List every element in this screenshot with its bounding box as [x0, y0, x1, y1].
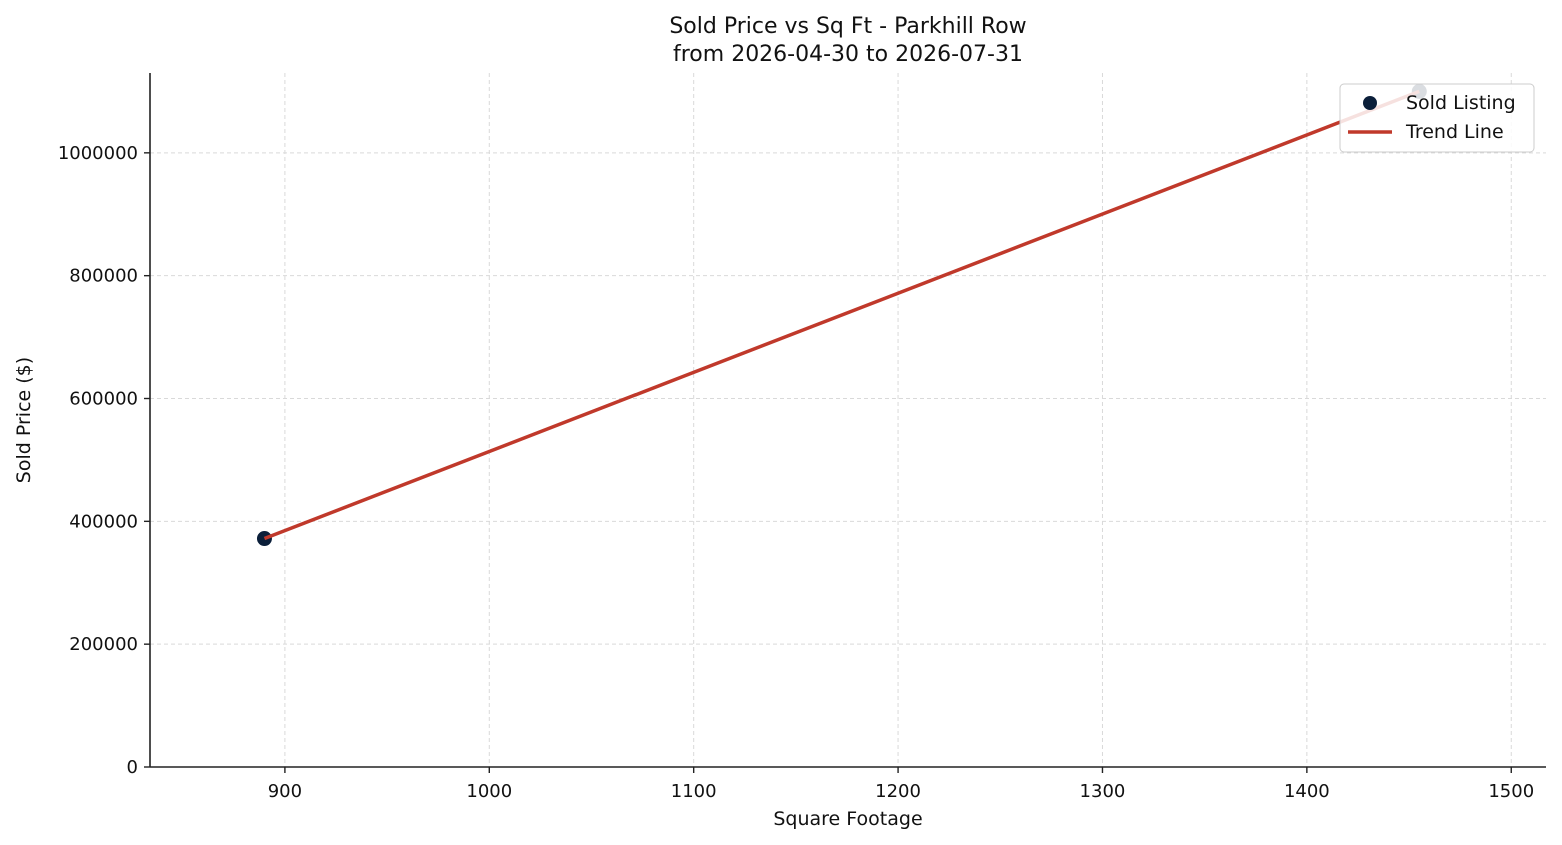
x-tick-label: 900 [268, 781, 302, 802]
y-tick-label: 1000000 [58, 143, 138, 164]
axes [149, 73, 1546, 768]
y-ticks: 0 200000 400000 600000 800000 1000000 [58, 143, 150, 778]
x-tick-label: 1100 [671, 781, 717, 802]
chart-subtitle: from 2026-04-30 to 2026-07-31 [673, 42, 1023, 67]
x-tick-label: 1500 [1488, 781, 1534, 802]
x-tick-label: 1000 [466, 781, 512, 802]
x-tick-label: 1200 [875, 781, 921, 802]
legend: Sold Listing Trend Line [1339, 83, 1535, 153]
legend-box [1339, 83, 1535, 153]
x-tick-label: 1400 [1284, 781, 1330, 802]
legend-marker-sold-listing [1363, 96, 1377, 110]
legend-label-sold-listing: Sold Listing [1406, 92, 1516, 114]
y-tick-label: 200000 [69, 634, 138, 655]
x-axis-label: Square Footage [773, 808, 922, 830]
x-tick-label: 1300 [1080, 781, 1126, 802]
x-ticks: 900 1000 1100 1200 1300 1400 1500 [268, 767, 1534, 802]
y-axis-label: Sold Price ($) [13, 357, 35, 483]
trend-line [263, 89, 1420, 541]
y-tick-label: 800000 [69, 266, 138, 287]
grid [150, 73, 1546, 768]
y-tick-label: 600000 [69, 389, 138, 410]
y-tick-label: 0 [127, 757, 138, 778]
legend-label-trend-line: Trend Line [1405, 121, 1504, 143]
y-tick-label: 400000 [69, 511, 138, 532]
chart-title: Sold Price vs Sq Ft - Parkhill Row [669, 14, 1026, 39]
